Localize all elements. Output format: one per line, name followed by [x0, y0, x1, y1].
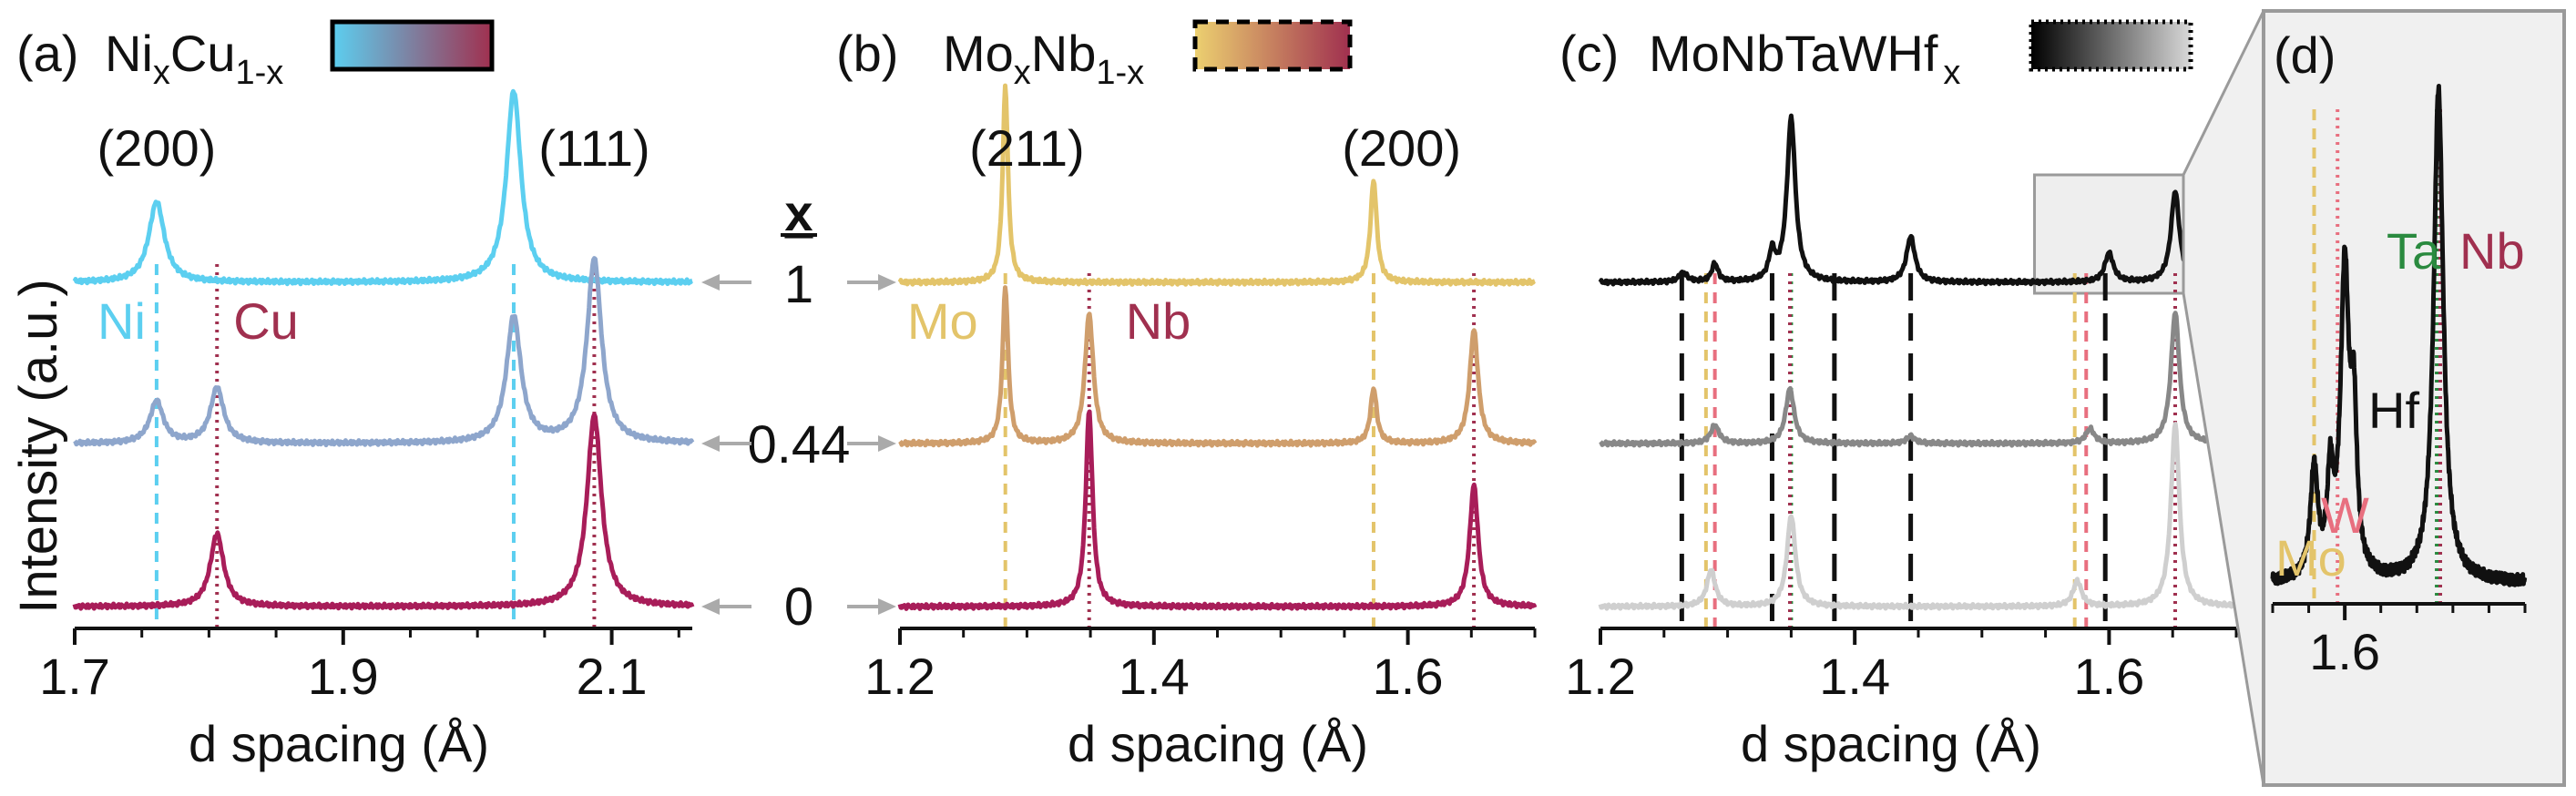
- tick-label: 1.7: [39, 648, 110, 705]
- panel-b: (b) MoxNb1-x 1.2 1.4 1.6 (211) (200) Mo Nb d s…: [836, 19, 1538, 772]
- arrow-right-head: [878, 274, 896, 291]
- panel-a-label: (a): [16, 25, 78, 82]
- zoom-label-ta: Ta: [2387, 222, 2441, 280]
- tick-label: 1.9: [308, 648, 379, 705]
- series-line-x-1: [897, 83, 1537, 287]
- panel-a: (a) NixCu1-x 1.7 1.9 2.1 (200) (111) Ni Cu d s…: [16, 19, 695, 772]
- tick-label: 1.6: [2309, 623, 2380, 680]
- tick-label: 1.2: [864, 648, 935, 705]
- miller-index-label: (111): [538, 119, 649, 177]
- arrow-right-head: [878, 435, 896, 452]
- panel-b-title: MoxNb1-x: [943, 25, 1144, 92]
- tick-label: 2.1: [577, 648, 648, 705]
- panel-c-colorbar: [2029, 19, 2193, 72]
- y-axis-label: Intensity (a.u.): [9, 279, 68, 613]
- series-line-x-0: [1598, 422, 2239, 611]
- composition-column: x 1 0.44 0: [701, 184, 896, 637]
- arrow-left-head: [701, 598, 720, 615]
- series-line-x-1: [1598, 113, 2238, 287]
- series-line-x-0: [72, 412, 695, 611]
- panel-d: (d) 1.6 Ta Nb Hf WMo: [2262, 9, 2566, 787]
- element-label-mo: Mo: [907, 292, 978, 350]
- element-label-ni: Ni: [97, 292, 146, 350]
- panel-d-label: (d): [2274, 26, 2336, 84]
- panel-c: (c) MoNbTaWHf x 1.2 1.4 1.6 d spacing (Å): [1559, 19, 2240, 772]
- miller-index-label: (200): [97, 119, 217, 177]
- panel-c-title: MoNbTaWHf x: [1649, 25, 1960, 92]
- zoom-label-nb: Nb: [2459, 222, 2525, 280]
- element-label-cu: Cu: [233, 292, 299, 350]
- tick-label: 1.4: [1119, 648, 1190, 705]
- panel-a-x-axis-label: d spacing (Å): [189, 715, 489, 772]
- plot-b: 1.2 1.4 1.6 (211) (200) Mo Nb: [864, 83, 1538, 705]
- arrow-left-head: [701, 274, 720, 291]
- series-line-x-1-zoom-: [2270, 84, 2528, 587]
- x-value-0: 0: [784, 577, 813, 637]
- panel-c-label: (c): [1559, 25, 1619, 82]
- plot-c: 1.2 1.4 1.6: [1565, 113, 2240, 705]
- x-header: x: [784, 184, 813, 241]
- arrow-left-head: [701, 435, 720, 452]
- tick-label: 1.6: [2073, 648, 2144, 705]
- panel-b-x-axis-label: d spacing (Å): [1068, 715, 1368, 772]
- panel-a-colorbar: [330, 19, 495, 72]
- panel-b-colorbar: [1192, 19, 1353, 72]
- series-line-x-0: [897, 409, 1538, 611]
- x-value-044: 0.44: [748, 415, 851, 475]
- series-line-x-0-44: [73, 256, 695, 448]
- composition-arrows: [701, 274, 896, 615]
- arrow-right-head: [878, 598, 896, 615]
- zoom-label-w: W: [2321, 486, 2369, 544]
- plot-a: 1.7 1.9 2.1 (200) (111) Ni Cu: [39, 88, 695, 705]
- miller-index-label: (200): [1342, 119, 1461, 177]
- series-line-x-0-44: [898, 285, 1538, 448]
- series-line-x-0-44: [1599, 311, 2239, 448]
- tick-label: 1.2: [1565, 648, 1636, 705]
- tick-label: 1.6: [1373, 648, 1444, 705]
- zoom-label-hf: Hf: [2368, 382, 2419, 439]
- panel-c-x-axis-label: d spacing (Å): [1741, 715, 2041, 772]
- miller-index-label: (211): [969, 119, 1085, 177]
- element-label-nb: Nb: [1126, 292, 1191, 350]
- x-value-1: 1: [784, 255, 813, 314]
- zoom-connector: [2182, 10, 2265, 786]
- plot-d: 1.6 Ta Nb Hf WMo: [2270, 84, 2528, 680]
- zoom-label-mo: Mo: [2275, 529, 2346, 587]
- tick-label: 1.4: [1819, 648, 1890, 705]
- panel-b-label: (b): [836, 25, 898, 82]
- panel-a-title: NixCu1-x: [105, 25, 283, 92]
